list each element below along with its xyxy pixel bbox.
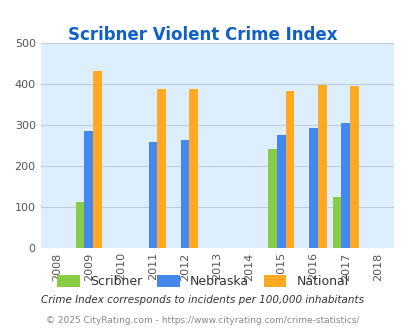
- Bar: [341, 123, 349, 248]
- Bar: [285, 91, 294, 248]
- Bar: [309, 128, 317, 248]
- Bar: [349, 86, 358, 248]
- Text: Crime Index corresponds to incidents per 100,000 inhabitants: Crime Index corresponds to incidents per…: [41, 295, 364, 305]
- Bar: [93, 71, 102, 248]
- Bar: [180, 140, 189, 248]
- Bar: [277, 135, 285, 248]
- Bar: [189, 89, 198, 248]
- Text: Scribner Violent Crime Index: Scribner Violent Crime Index: [68, 26, 337, 44]
- Bar: [76, 203, 84, 248]
- Bar: [157, 89, 166, 248]
- Bar: [84, 131, 93, 248]
- Text: © 2025 CityRating.com - https://www.cityrating.com/crime-statistics/: © 2025 CityRating.com - https://www.city…: [46, 315, 359, 325]
- Legend: Scribner, Nebraska, National: Scribner, Nebraska, National: [52, 270, 353, 293]
- Bar: [332, 197, 341, 248]
- Bar: [268, 149, 277, 248]
- Bar: [317, 85, 326, 248]
- Bar: [148, 142, 157, 248]
